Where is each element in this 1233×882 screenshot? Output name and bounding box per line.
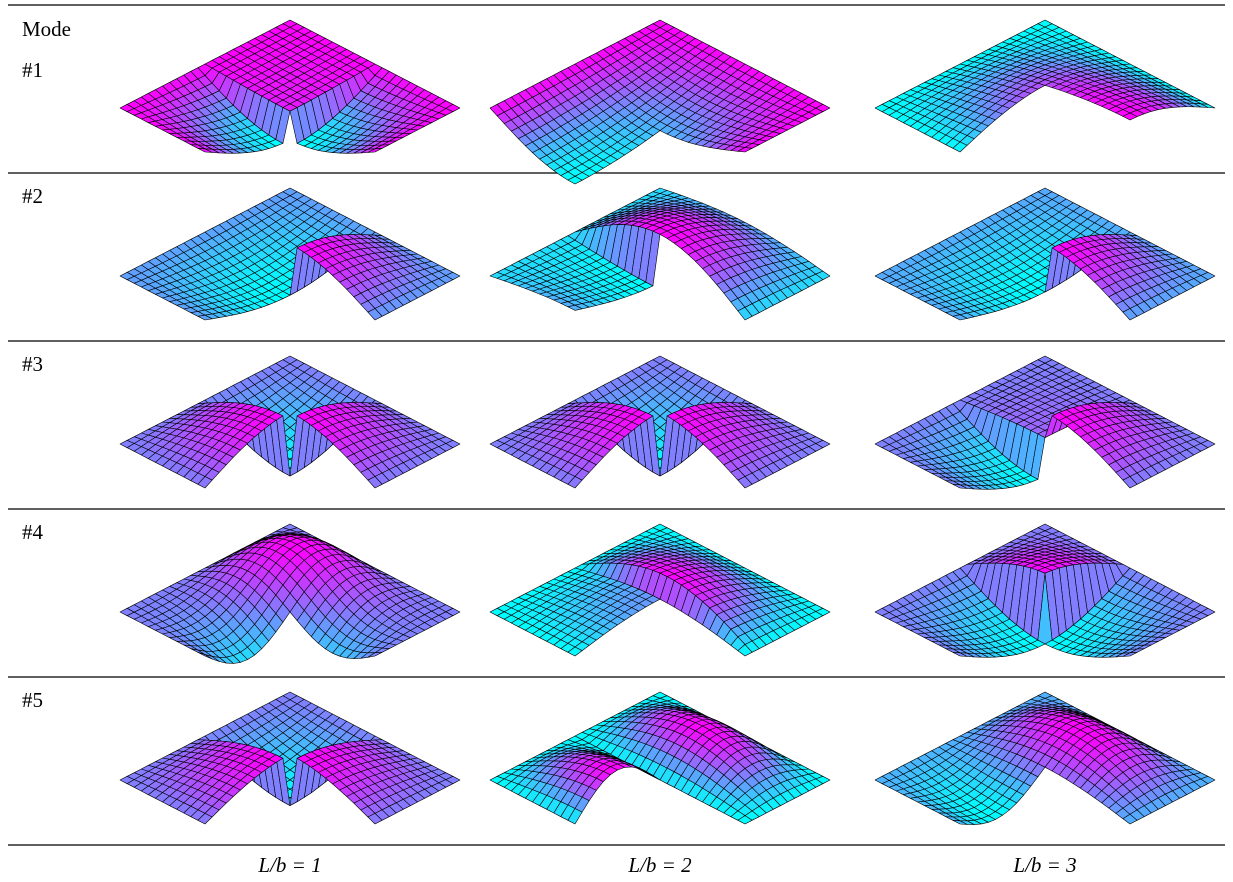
- mode-surface: [490, 356, 830, 488]
- mode-surface: [875, 188, 1215, 320]
- mode-surface: [875, 356, 1215, 489]
- mode-surface: [120, 20, 460, 153]
- mode-surface: [120, 356, 460, 488]
- row-label: #2: [22, 184, 43, 208]
- row-label: #5: [22, 688, 43, 712]
- row-label: #4: [22, 520, 44, 544]
- mode-surface: [120, 188, 460, 320]
- surfaces: [120, 20, 1215, 825]
- column-label: L/b = 2: [627, 853, 692, 877]
- mode-surface: [875, 524, 1215, 657]
- mode-surface: [875, 20, 1215, 152]
- row-label: #3: [22, 352, 43, 376]
- mode-surface: [120, 524, 460, 664]
- figure: Mode #1 #2 #3 #4 #5 L/b = 1 L/b = 2 L/b …: [0, 0, 1233, 882]
- column-label: L/b = 1: [257, 853, 321, 877]
- mode-surface: [490, 20, 830, 184]
- row-label: #1: [22, 58, 43, 82]
- mode-surface: [490, 188, 830, 320]
- column-label: L/b = 3: [1012, 853, 1076, 877]
- mode-surface: [490, 524, 830, 656]
- mode-header: Mode: [22, 17, 71, 41]
